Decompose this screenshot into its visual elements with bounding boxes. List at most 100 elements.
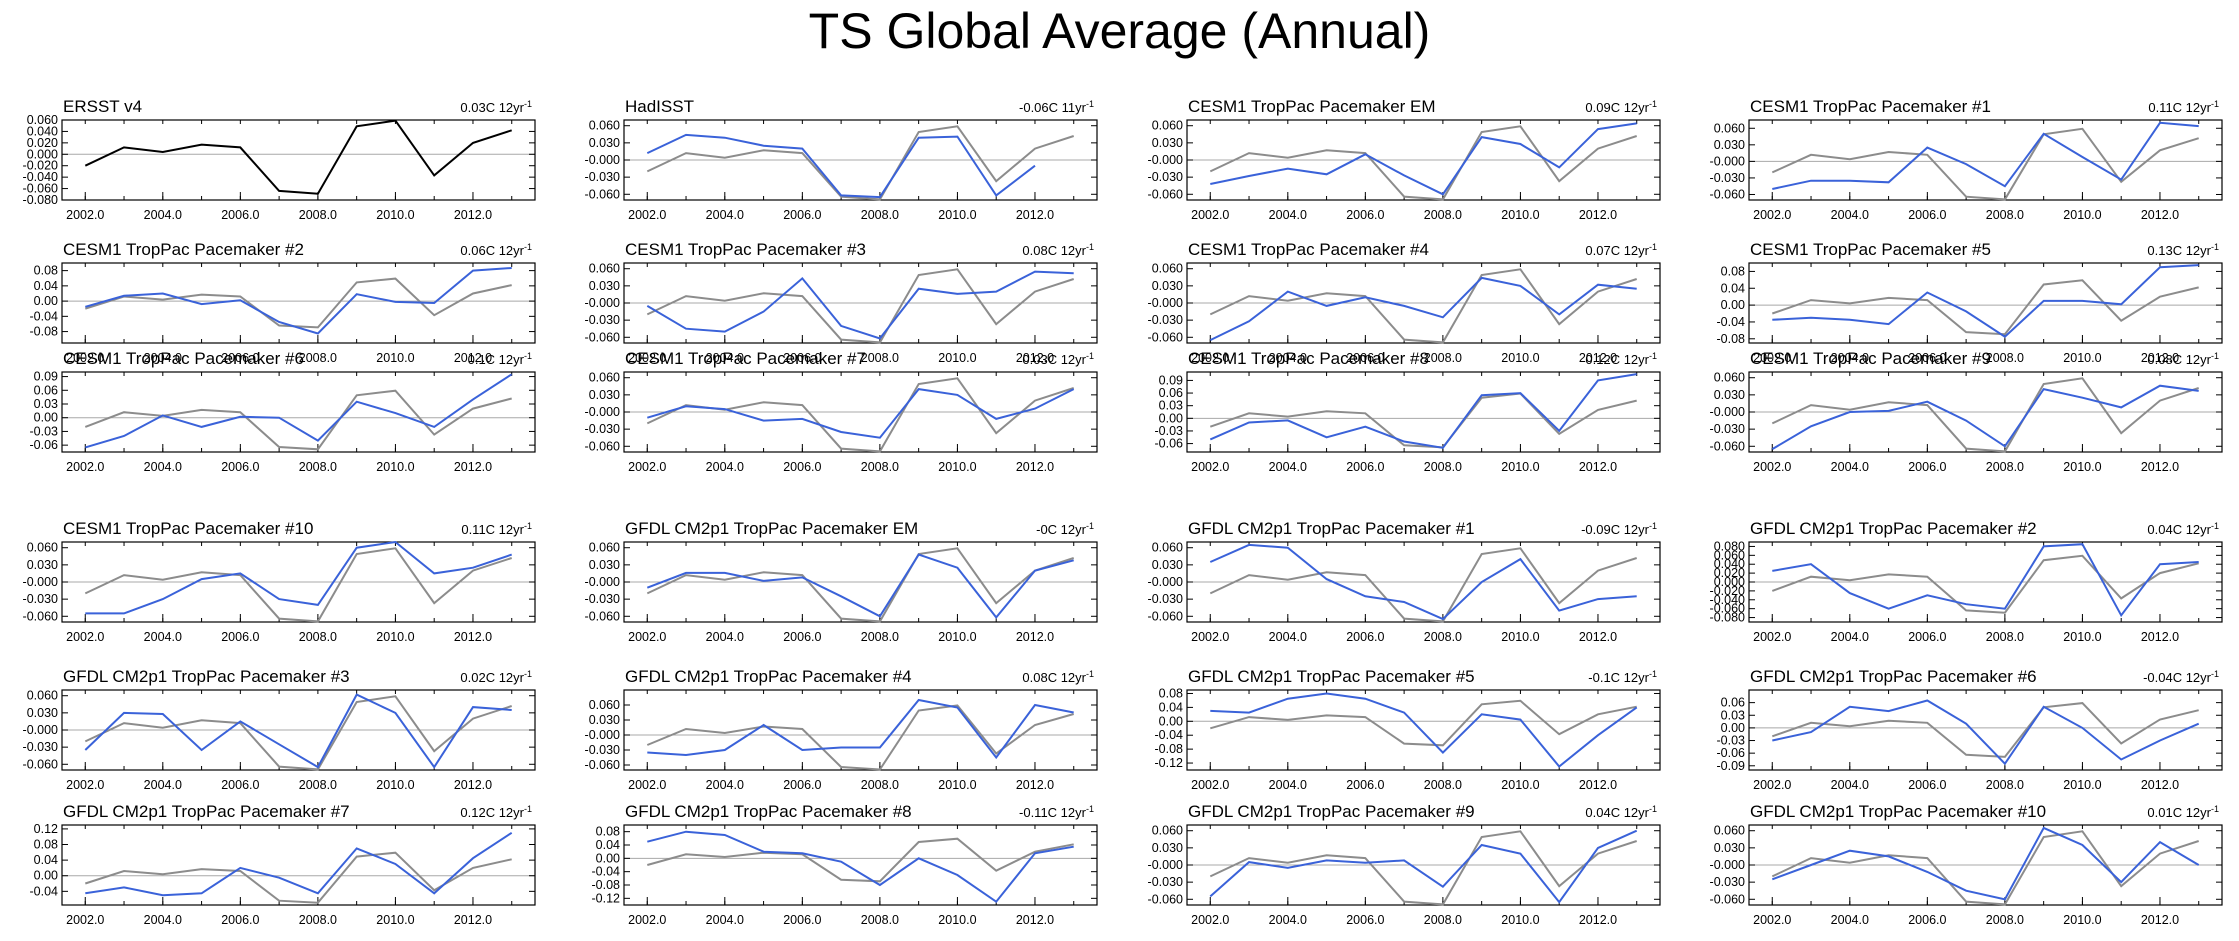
x-tick-label: 2010.0 [938,913,976,927]
trend-exponent: -1 [1649,669,1657,679]
y-tick-label: -0.04 [592,865,621,879]
panel-trend: 0.12C 12yr-1 [460,804,532,820]
panel: GFDL CM2p1 TropPac Pacemaker #7 0.12C 12y… [30,802,536,927]
figure-title: TS Global Average (Annual) [808,3,1431,59]
series-line-reference [84,547,513,623]
panel: CESM1 TropPac Pacemaker #2 0.06C 12yr-10.… [30,240,536,365]
panel: ERSST v4 0.03C 12yr-1 0.0600.0400.0200.000… [23,97,536,222]
trend-exponent: -1 [2211,99,2219,109]
trend-value: 0.12C 12yr [1585,352,1649,367]
plot-frame [623,824,1098,906]
y-tick-label: 0.00 [596,851,620,865]
y-tick-label: -0.06 [1717,746,1746,760]
y-tick-label: -0.030 [1710,422,1745,436]
y-tick-label: -0.000 [1148,575,1183,589]
panel-trend: -0.04C 12yr-1 [2143,669,2219,685]
y-tick-label: 0.060 [1152,541,1183,555]
panel: CESM1 TropPac Pacemaker #5 0.13C 12yr-10.… [1717,240,2223,365]
y-tick-label: 0.04 [1159,700,1183,714]
x-tick-label: 2008.0 [861,351,899,365]
x-tick-label: 2012.0 [2141,913,2179,927]
x-tick-label: 2002.0 [66,630,104,644]
y-tick-label: 0.00 [1721,298,1745,312]
panel: HadISST -0.06C 11yr-1 0.060 0.030 -0.000 -0.0… [585,97,1098,222]
panel-title: GFDL CM2p1 TropPac Pacemaker #8 [625,802,912,821]
y-tick-label: -0.060 [585,609,620,623]
series-line-reference [1209,268,1638,344]
y-tick-label: -0.000 [1148,153,1183,167]
y-tick-label: -0.060 [1148,892,1183,906]
panel-trend: 0.07C 12yr-1 [1585,242,1657,258]
y-tick-label: -0.060 [585,187,620,201]
x-tick-label: 2010.0 [376,460,414,474]
y-tick-label: -0.060 [1710,602,1745,616]
panel: CESM1 TropPac Pacemaker #3 0.08C 12yr-10.… [585,240,1098,365]
y-tick-label: -0.060 [23,757,58,771]
x-tick-label: 2010.0 [938,630,976,644]
y-tick-label: 0.060 [589,262,620,276]
x-tick-label: 2006.0 [1346,778,1384,792]
x-tick-label: 2012.0 [1579,630,1617,644]
y-tick-label: 0.030 [1152,136,1183,150]
y-tick-label: -0.04 [1717,315,1746,329]
y-tick-label: -0.060 [585,439,620,453]
series-line-model [85,831,513,897]
plot-frame [61,824,536,906]
x-tick-label: 2010.0 [1501,778,1539,792]
series-line-reference [84,695,513,771]
x-tick-label: 2004.0 [1269,630,1307,644]
panel-trend: 0.03C 12yr-1 [460,99,532,115]
x-tick-label: 2012.0 [1016,778,1054,792]
y-tick-label: 0.04 [1721,281,1745,295]
y-tick-label: -0.04 [30,884,59,898]
panel: GFDL CM2p1 TropPac Pacemaker #6 -0.04C 12… [1717,667,2223,792]
x-tick-label: 2012.0 [454,460,492,474]
x-tick-label: 2012.0 [2141,208,2179,222]
y-tick-label: -0.040 [1710,593,1745,607]
trend-exponent: -1 [1649,351,1657,361]
y-tick-label: 0.060 [589,371,620,385]
y-tick-label: 0.08 [596,825,620,839]
trend-exponent: -1 [524,669,532,679]
trend-value: 0.01C 12yr [2147,805,2211,820]
x-tick-label: 2010.0 [1501,208,1539,222]
x-tick-label: 2010.0 [376,913,414,927]
y-tick-label: 0.08 [34,838,58,852]
trend-exponent: -1 [524,804,532,814]
panel: GFDL CM2p1 TropPac Pacemaker #2 0.04C 12y… [1710,519,2223,644]
x-tick-label: 2006.0 [1346,913,1384,927]
series-line-model [1209,373,1637,449]
trend-exponent: -1 [1649,242,1657,252]
x-tick-label: 2008.0 [299,630,337,644]
plot-frame [1186,371,1661,453]
panel-title: CESM1 TropPac Pacemaker #6 [63,349,304,368]
x-tick-label: 2004.0 [1269,913,1307,927]
panel: GFDL CM2p1 TropPac Pacemaker #9 0.04C 12y… [1148,802,1661,927]
y-tick-label: 0.020 [27,136,58,150]
x-tick-label: 2002.0 [628,208,666,222]
trend-exponent: -1 [2211,351,2219,361]
trend-exponent: -1 [524,351,532,361]
x-tick-label: 2004.0 [144,351,182,365]
series-line-model [1772,121,2199,190]
panel: CESM1 TropPac Pacemaker #1 0.11C 12yr-10.… [1710,97,2223,222]
plot-frame [61,119,536,201]
x-tick-label: 2012.0 [1016,351,1054,365]
y-tick-label: -0.06 [1155,437,1184,451]
trend-exponent: -1 [1086,351,1094,361]
trend-value: 0.13C 12yr [2147,243,2211,258]
x-tick-label: 2008.0 [299,778,337,792]
y-tick-label: 0.060 [1152,824,1183,838]
panel-trend: 0.03C 12yr-1 [1022,351,1094,367]
x-tick-label: 2004.0 [1831,460,1869,474]
series-line-model [647,388,1075,439]
panel-trend: 0.13C 12yr-1 [2147,242,2219,258]
y-tick-label: -0.060 [585,330,620,344]
y-tick-label: 0.060 [1152,262,1183,276]
x-tick-label: 2004.0 [1831,778,1869,792]
y-tick-label: -0.08 [592,878,621,892]
y-tick-label: -0.060 [1148,609,1183,623]
x-tick-label: 2012.0 [2141,351,2179,365]
y-tick-label: 0.08 [1159,686,1183,700]
x-tick-label: 2008.0 [861,208,899,222]
